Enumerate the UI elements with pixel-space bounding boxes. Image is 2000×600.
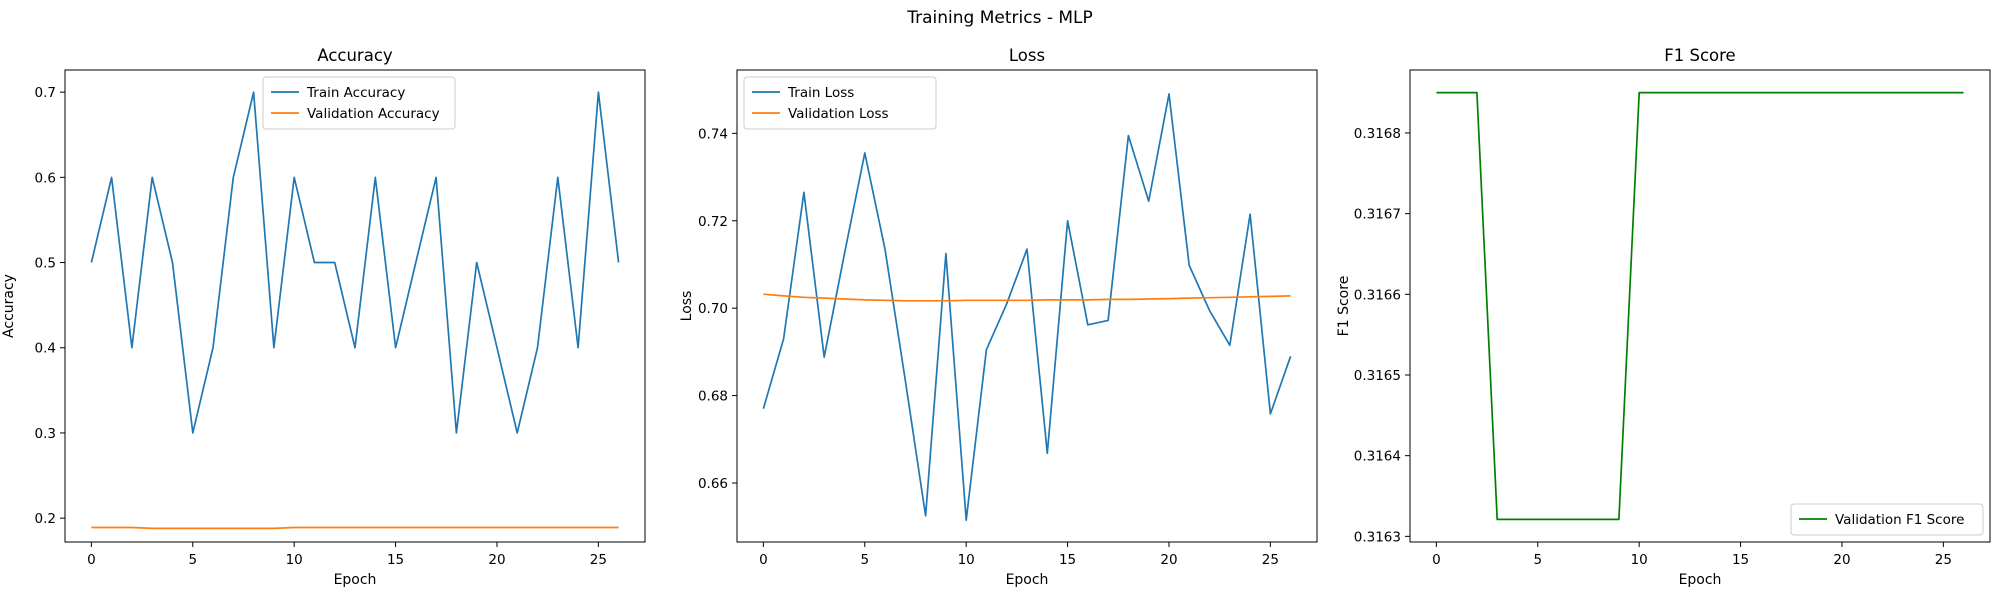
y-tick-label: 0.74 <box>698 126 728 142</box>
y-tick-label: 0.3 <box>35 426 56 442</box>
x-tick-label: 20 <box>1160 552 1177 568</box>
y-tick-label: 0.68 <box>698 389 728 405</box>
x-tick-label: 5 <box>188 552 197 568</box>
chart-title: Loss <box>1009 46 1045 65</box>
y-tick-label: 0.3166 <box>1354 287 1401 303</box>
legend: Train Loss Validation Loss <box>743 76 937 130</box>
x-tick-label: 20 <box>488 552 505 568</box>
y-tick-label: 0.7 <box>35 85 56 101</box>
legend-box <box>743 76 937 130</box>
series-line-2 <box>91 526 619 530</box>
x-tick-label: 25 <box>590 552 607 568</box>
chart-panel-2: 0 5 10 15 20 25 0.66 0.68 0.70 0.72 0.74 Loss Epoch L… <box>679 46 1318 588</box>
y-tick-label: 0.70 <box>698 301 728 317</box>
series-line-1 <box>1436 91 1964 521</box>
legend-label: Validation Accuracy <box>307 106 440 122</box>
chart-title: Accuracy <box>317 46 393 65</box>
x-tick-label: 10 <box>958 552 975 568</box>
x-tick-label: 0 <box>1432 552 1441 568</box>
chart-panel-3: 0 5 10 15 20 25 0.3163 0.3164 0.3165 0.3166 0.3167… <box>1336 46 1991 588</box>
legend-label: Validation Loss <box>788 106 889 122</box>
x-tick-label: 25 <box>1935 552 1952 568</box>
y-tick-label: 0.3164 <box>1354 449 1401 465</box>
y-tick-label: 0.3168 <box>1354 126 1401 142</box>
legend: Train Accuracy Validation Accuracy <box>262 76 456 130</box>
y-tick-label: 0.6 <box>35 170 56 186</box>
series-line-1 <box>90 91 620 434</box>
x-axis-label: Epoch <box>1679 572 1722 588</box>
figure-suptitle: Training Metrics - MLP <box>907 8 1093 28</box>
y-tick-label: 0.3163 <box>1354 529 1401 545</box>
x-tick-label: 15 <box>1059 552 1076 568</box>
x-tick-label: 10 <box>1631 552 1648 568</box>
legend-label: Train Loss <box>787 85 854 101</box>
legend-label: Train Accuracy <box>306 85 405 101</box>
x-tick-label: 15 <box>387 552 404 568</box>
x-tick-label: 0 <box>759 552 768 568</box>
x-tick-label: 5 <box>860 552 869 568</box>
chart-title: F1 Score <box>1664 46 1735 65</box>
legend-label: Validation F1 Score <box>1835 512 1964 528</box>
y-tick-label: 0.5 <box>35 256 56 272</box>
plot-frame <box>1409 69 1991 543</box>
x-tick-label: 20 <box>1833 552 1850 568</box>
series-line-2 <box>763 293 1291 302</box>
series-line-1 <box>762 93 1292 521</box>
x-axis-label: Epoch <box>334 572 377 588</box>
x-tick-label: 15 <box>1732 552 1749 568</box>
y-tick-label: 0.72 <box>698 214 728 230</box>
y-axis-label: Accuracy <box>1 274 17 338</box>
y-tick-label: 0.66 <box>698 476 728 492</box>
y-axis-label: Loss <box>679 291 695 322</box>
y-tick-label: 0.2 <box>35 511 56 527</box>
legend-box <box>262 76 456 130</box>
x-tick-label: 0 <box>87 552 96 568</box>
y-axis-label: F1 Score <box>1336 276 1352 337</box>
y-tick-label: 0.3165 <box>1354 368 1401 384</box>
legend-box <box>1790 503 1984 536</box>
legend: Validation F1 Score <box>1790 503 1984 536</box>
x-tick-label: 25 <box>1262 552 1279 568</box>
x-tick-label: 5 <box>1533 552 1542 568</box>
y-tick-label: 0.4 <box>35 341 56 357</box>
y-tick-label: 0.3167 <box>1354 207 1401 223</box>
x-tick-label: 10 <box>286 552 303 568</box>
x-axis-label: Epoch <box>1006 572 1049 588</box>
chart-panel-1: 0 5 10 15 20 25 0.2 0.3 0.4 0.5 0.6 0.7 Accuracy Epoc… <box>1 46 646 588</box>
plot-frame <box>64 69 646 543</box>
plot-frame <box>736 69 1318 543</box>
